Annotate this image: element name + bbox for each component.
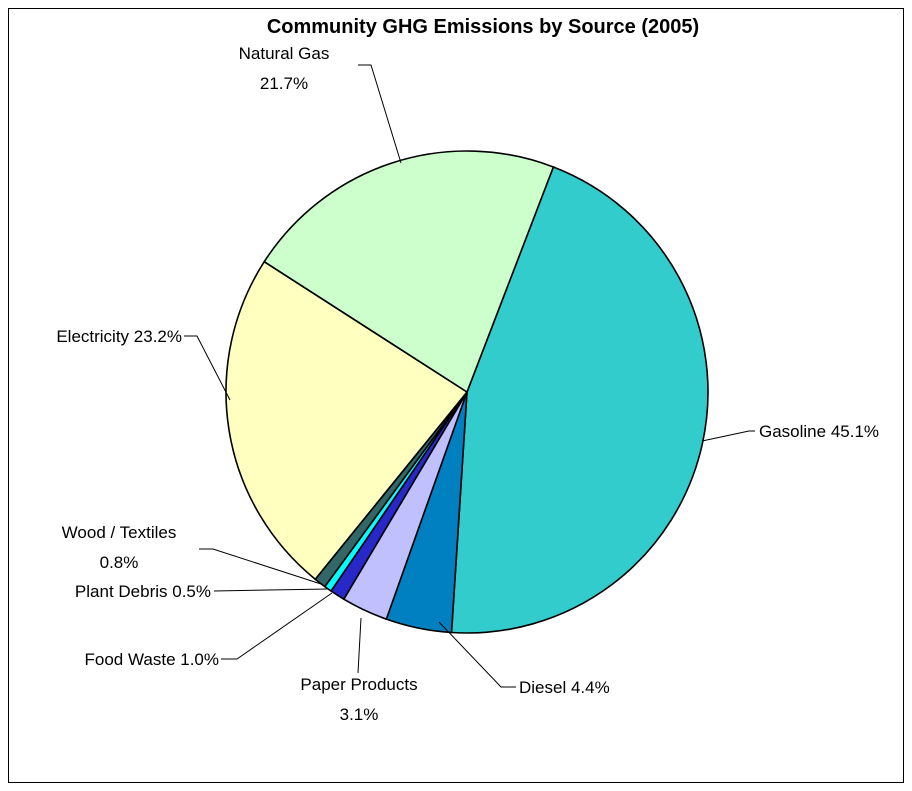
label-natural-gas-name: Natural Gas [239, 44, 330, 63]
pie-chart: Community GHG Emissions by Source (2005)… [56, 16, 879, 724]
leader-food-waste [221, 592, 333, 660]
leader-gasoline [701, 430, 755, 442]
leader-wood-textiles [199, 548, 322, 585]
leader-diesel [438, 621, 516, 688]
label-electricity: Electricity 23.2% [56, 327, 182, 346]
pie-slices [225, 150, 709, 634]
leader-electricity [184, 335, 231, 401]
label-plant-debris: Plant Debris 0.5% [75, 582, 211, 601]
label-paper-products-name: Paper Products [300, 675, 417, 694]
label-diesel: Diesel 4.4% [519, 678, 610, 697]
pie-slice-electricity [225, 260, 469, 581]
pie-slice-natural-gas [263, 150, 555, 394]
label-wood-textiles-name: Wood / Textiles [62, 523, 177, 542]
leader-plant-debris [213, 588, 329, 592]
label-paper-products-pct: 3.1% [340, 705, 379, 724]
label-wood-textiles-pct: 0.8% [100, 553, 139, 572]
leader-natural-gas [358, 64, 402, 164]
leader-paper-products [357, 617, 362, 674]
label-food-waste: Food Waste 1.0% [85, 650, 220, 669]
pie-slice-gasoline [450, 165, 709, 634]
slice-labels: Natural Gas 21.7% Gasoline 45.1% Diesel … [56, 44, 879, 724]
label-gasoline: Gasoline 45.1% [759, 422, 879, 441]
chart-title: Community GHG Emissions by Source (2005) [267, 16, 699, 38]
chart-frame: Community GHG Emissions by Source (2005)… [8, 8, 904, 783]
label-natural-gas-pct: 21.7% [260, 74, 308, 93]
leader-lines [184, 64, 755, 688]
